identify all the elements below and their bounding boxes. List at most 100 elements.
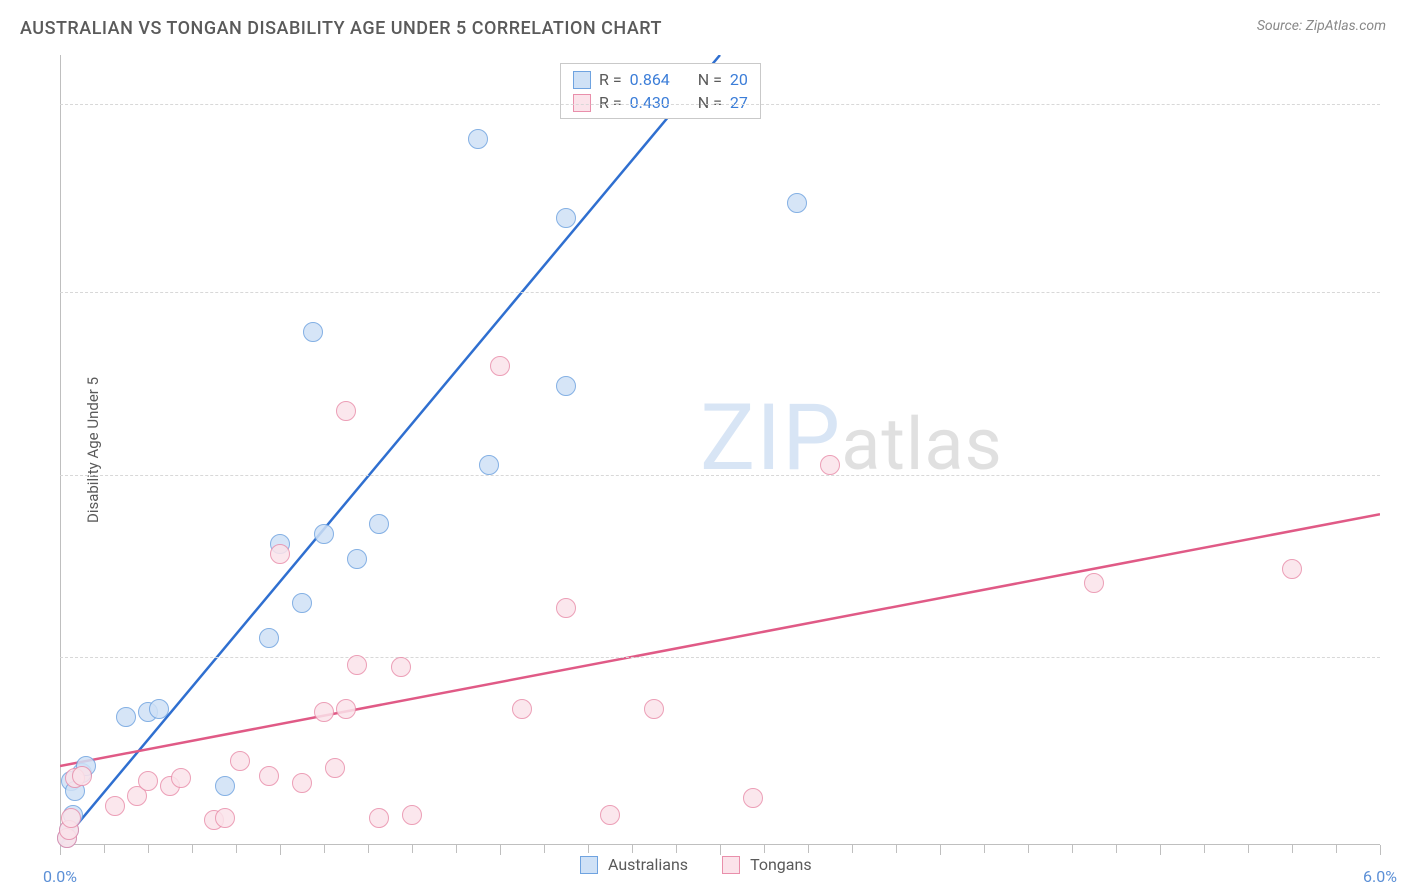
data-point xyxy=(336,401,356,421)
data-point xyxy=(644,699,664,719)
data-point xyxy=(512,699,532,719)
x-tick-minor xyxy=(1336,845,1337,853)
x-tick-minor xyxy=(412,845,413,853)
trend-line xyxy=(60,55,720,845)
data-point xyxy=(314,702,334,722)
data-point xyxy=(259,628,279,648)
data-point xyxy=(105,796,125,816)
legend-swatch xyxy=(722,856,740,874)
x-tick-minor xyxy=(852,845,853,853)
data-point xyxy=(490,356,510,376)
legend-n-label: N = xyxy=(698,93,722,112)
x-tick-minor xyxy=(1204,845,1205,853)
data-point xyxy=(270,544,290,564)
data-point xyxy=(820,455,840,475)
legend-row: R = 0.430 N = 27 xyxy=(573,91,748,114)
data-point xyxy=(215,776,235,796)
data-point xyxy=(347,655,367,675)
data-point xyxy=(314,524,334,544)
x-tick-label: 6.0% xyxy=(1363,867,1397,886)
data-point xyxy=(72,766,92,786)
x-tick-minor xyxy=(192,845,193,853)
data-point xyxy=(402,805,422,825)
x-tick-minor xyxy=(896,845,897,853)
x-tick-minor xyxy=(544,845,545,853)
legend-series-label: Tongans xyxy=(750,855,812,874)
data-point xyxy=(116,707,136,727)
data-point xyxy=(1084,573,1104,593)
x-tick-label: 0.0% xyxy=(43,867,77,886)
x-tick-minor xyxy=(588,845,589,853)
data-point xyxy=(149,699,169,719)
x-tick-major xyxy=(500,845,501,855)
x-tick-major xyxy=(1380,845,1381,855)
x-tick-minor xyxy=(984,845,985,853)
data-point xyxy=(230,751,250,771)
data-point xyxy=(325,758,345,778)
data-point xyxy=(303,322,323,342)
x-tick-minor xyxy=(1116,845,1117,853)
legend-swatch xyxy=(573,71,591,89)
data-point xyxy=(787,193,807,213)
x-tick-minor xyxy=(1028,845,1029,853)
data-point xyxy=(259,766,279,786)
x-tick-minor xyxy=(808,845,809,853)
x-tick-minor xyxy=(764,845,765,853)
legend-n-value: 20 xyxy=(730,70,748,89)
chart-title: AUSTRALIAN VS TONGAN DISABILITY AGE UNDE… xyxy=(20,18,662,39)
legend-series-label: Australians xyxy=(608,855,688,874)
trend-line xyxy=(60,514,1380,766)
x-tick-minor xyxy=(1292,845,1293,853)
x-tick-major xyxy=(1160,845,1161,855)
y-tick-label: 11.2% xyxy=(1390,283,1406,302)
x-tick-minor xyxy=(324,845,325,853)
data-point xyxy=(215,808,235,828)
x-tick-minor xyxy=(456,845,457,853)
source-attribution: Source: ZipAtlas.com xyxy=(1257,18,1386,34)
gridline xyxy=(60,657,1380,658)
data-point xyxy=(347,549,367,569)
x-tick-minor xyxy=(148,845,149,853)
data-point xyxy=(138,771,158,791)
data-point xyxy=(743,788,763,808)
y-axis-line xyxy=(60,55,61,845)
x-tick-minor xyxy=(236,845,237,853)
x-tick-minor xyxy=(368,845,369,853)
x-tick-minor xyxy=(676,845,677,853)
legend-n-value: 27 xyxy=(730,93,748,112)
data-point xyxy=(292,593,312,613)
legend-swatch xyxy=(580,856,598,874)
x-tick-minor xyxy=(1072,845,1073,853)
legend-r-value: 0.864 xyxy=(630,70,670,89)
legend-r-value: 0.430 xyxy=(630,93,670,112)
x-tick-major xyxy=(720,845,721,855)
data-point xyxy=(600,805,620,825)
x-tick-major xyxy=(280,845,281,855)
legend-row: R = 0.864 N = 20 xyxy=(573,68,748,91)
data-point xyxy=(336,699,356,719)
legend-r-label: R = xyxy=(599,93,622,112)
y-tick-label: 15.0% xyxy=(1390,95,1406,114)
gridline xyxy=(60,104,1380,105)
gridline xyxy=(60,475,1380,476)
x-tick-minor xyxy=(632,845,633,853)
data-point xyxy=(468,129,488,149)
watermark: ZIPatlas xyxy=(700,385,1003,492)
data-point xyxy=(556,598,576,618)
correlation-legend: R = 0.864 N = 20R = 0.430 N = 27 xyxy=(560,63,761,119)
data-point xyxy=(61,808,81,828)
legend-n-label: N = xyxy=(698,70,722,89)
x-tick-major xyxy=(60,845,61,855)
chart-container: Disability Age Under 5 ZIPatlas R = 0.86… xyxy=(60,55,1380,845)
trend-lines-layer xyxy=(60,55,1380,845)
x-tick-minor xyxy=(104,845,105,853)
y-tick-label: 3.8% xyxy=(1390,648,1406,667)
legend-r-label: R = xyxy=(599,70,622,89)
data-point xyxy=(479,455,499,475)
y-tick-label: 7.5% xyxy=(1390,465,1406,484)
data-point xyxy=(369,514,389,534)
data-point xyxy=(292,773,312,793)
data-point xyxy=(556,376,576,396)
x-tick-minor xyxy=(1248,845,1249,853)
legend-swatch xyxy=(573,94,591,112)
